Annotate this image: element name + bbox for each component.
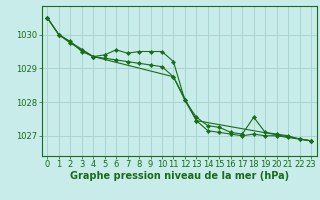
X-axis label: Graphe pression niveau de la mer (hPa): Graphe pression niveau de la mer (hPa) [70, 171, 289, 181]
